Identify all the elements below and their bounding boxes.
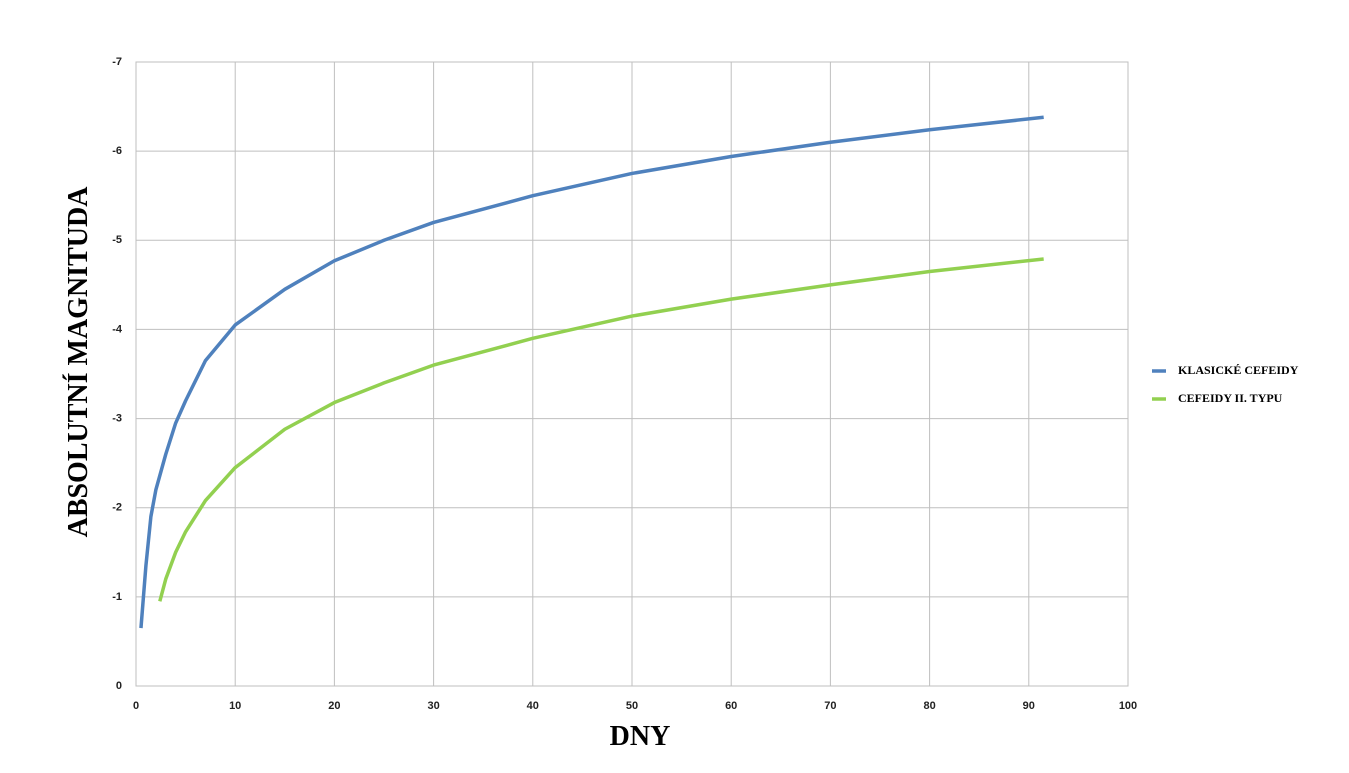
x-tick-label: 20 [328,700,340,712]
x-tick-label: 70 [824,700,836,712]
x-tick-label: 60 [725,700,737,712]
x-tick-label: 0 [133,700,139,712]
x-tick-label: 40 [527,700,539,712]
y-tick-label: -3 [112,412,122,424]
y-tick-label: -4 [112,323,123,335]
y-tick-label: -7 [112,56,122,68]
x-axis-title: DNY [610,721,671,752]
x-tick-label: 100 [1119,700,1137,712]
x-tick-label: 30 [427,700,439,712]
y-axis-title: ABSOLUTNÍ MAGNITUDA [63,186,94,538]
series-line [158,257,1044,602]
y-tick-label: -5 [112,234,122,246]
legend-label: KLASICKÉ CEFEIDY [1178,363,1299,377]
x-tick-label: 90 [1023,700,1035,712]
series-line [139,115,1044,629]
x-tick-label: 80 [923,700,935,712]
legend-label: CEFEIDY II. TYPU [1178,391,1283,405]
y-tick-label: -6 [112,145,122,157]
y-tick-label: -1 [112,591,122,603]
x-tick-label: 50 [626,700,638,712]
x-tick-label: 10 [229,700,241,712]
y-tick-label: 0 [116,680,122,692]
y-tick-label: -2 [112,502,122,514]
